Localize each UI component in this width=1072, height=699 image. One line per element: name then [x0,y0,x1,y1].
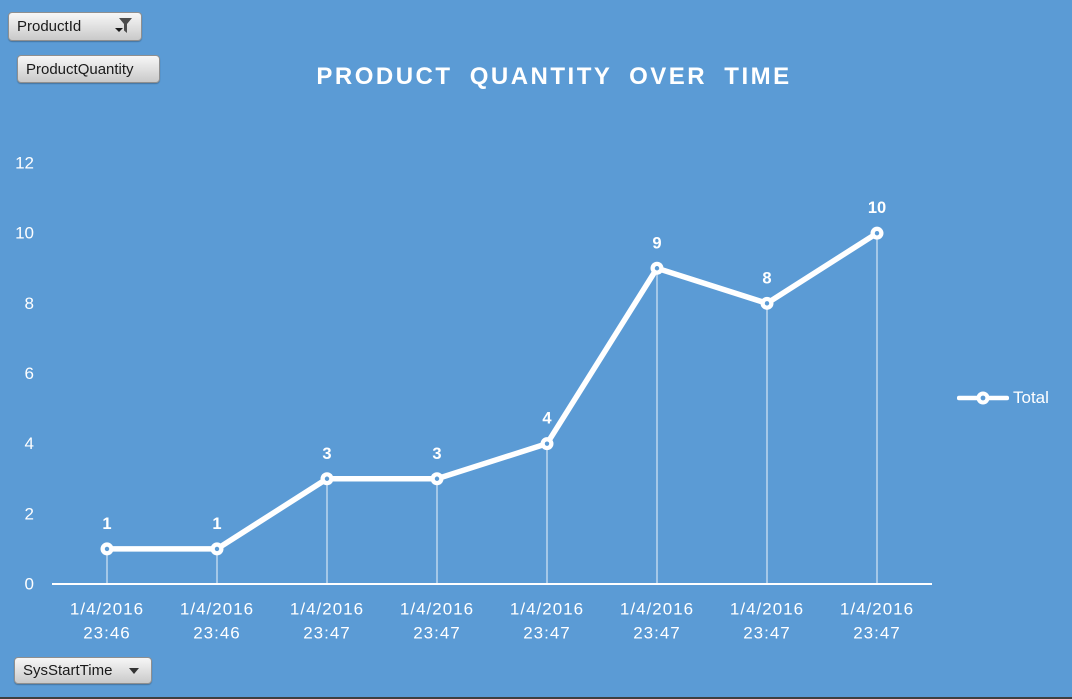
x-axis-time-label: 23:46 [83,624,131,643]
data-point-marker-hole [544,441,550,446]
legend: Total [957,386,1049,410]
data-label: 4 [542,410,552,428]
x-axis-time-label: 23:47 [413,624,461,643]
data-point-marker-hole [214,546,220,552]
sysstarttime-label: SysStartTime [23,662,113,679]
x-axis-date-label: 1/4/2016 [510,600,584,619]
filter-funnel-icon[interactable] [111,16,133,38]
data-point-marker-hole [874,230,880,236]
data-label: 1 [212,515,221,533]
x-axis-time-label: 23:47 [743,624,791,643]
y-axis-tick-label: 0 [25,575,34,594]
chart-title: PRODUCT QUANTITY OVER TIME [316,63,792,90]
data-point-marker-hole [654,266,660,271]
legend-label: Total [1013,388,1049,407]
data-label: 3 [322,445,331,463]
x-axis-time-label: 23:46 [193,624,241,643]
data-point-marker-hole [764,301,770,306]
x-axis-time-label: 23:47 [853,624,901,643]
x-axis-time-label: 23:47 [303,624,351,643]
x-axis-date-label: 1/4/2016 [620,600,694,619]
y-axis-tick-label: 12 [15,154,34,173]
productid-filter-button[interactable]: ProductId [8,12,142,41]
x-axis-date-label: 1/4/2016 [400,600,474,619]
series-line-total [104,230,880,552]
sysstarttime-axis-field-button[interactable]: SysStartTime [14,657,152,684]
y-axis-tick-label: 6 [25,364,34,383]
data-label: 3 [432,445,441,463]
x-axis-date-label: 1/4/2016 [180,600,254,619]
x-axis-date-label: 1/4/2016 [730,600,804,619]
x-axis-date-label: 1/4/2016 [840,600,914,619]
data-label: 9 [652,234,661,252]
data-label: 10 [868,199,886,217]
legend-marker-icon [957,391,1009,405]
data-point-marker-hole [104,546,110,552]
x-axis-time-label: 23:47 [633,624,681,643]
productquantity-label: ProductQuantity [26,60,134,78]
x-axis-date-label: 1/4/2016 [290,600,364,619]
productid-label: ProductId [17,18,82,35]
y-axis-tick-label: 2 [25,504,34,523]
y-axis-tick-label: 4 [25,434,34,453]
y-axis-tick-label: 8 [25,294,34,313]
data-label: 8 [762,269,771,287]
data-point-marker-hole [434,476,440,481]
data-point-marker-hole [324,476,330,481]
data-label: 1 [102,515,111,533]
productquantity-value-field-button[interactable]: ProductQuantity [17,55,160,83]
x-axis-time-label: 23:47 [523,624,571,643]
x-axis-date-label: 1/4/2016 [70,600,144,619]
y-axis-tick-label: 10 [15,224,34,243]
dropdown-arrow-icon[interactable] [129,667,139,674]
